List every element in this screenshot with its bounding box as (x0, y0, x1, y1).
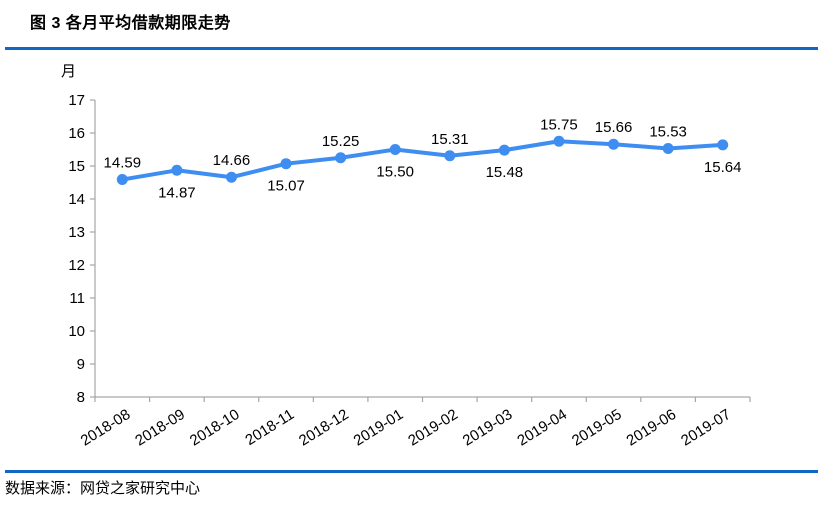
data-point-label: 14.87 (158, 184, 196, 201)
data-point (280, 158, 292, 170)
x-axis-category-label: 2019-04 (514, 406, 570, 450)
data-point-label: 15.53 (649, 124, 687, 141)
data-point-label: 15.50 (376, 164, 414, 181)
y-axis-tick-label: 17 (68, 92, 85, 109)
y-axis-tick-label: 16 (68, 125, 85, 142)
x-axis-category-label: 2019-03 (460, 406, 516, 450)
x-axis-category-label: 2019-01 (351, 406, 407, 450)
x-axis-category-label: 2018-08 (78, 406, 134, 450)
y-axis-tick-label: 11 (69, 290, 85, 307)
data-point (225, 171, 237, 183)
y-axis-unit-label: 月 (61, 63, 77, 80)
data-point (717, 139, 729, 151)
data-point (662, 143, 674, 155)
data-point-label: 14.66 (213, 152, 251, 169)
chart-title: 图 3 各月平均借款期限走势 (30, 15, 231, 32)
y-axis-tick-label: 12 (68, 257, 85, 274)
data-point-label: 14.59 (104, 155, 142, 172)
data-point (444, 150, 456, 162)
x-axis-category-label: 2018-11 (242, 406, 297, 449)
data-point (553, 135, 565, 147)
data-source: 数据来源：网贷之家研究中心 (5, 480, 201, 497)
data-point-label: 15.31 (431, 131, 469, 148)
y-axis-tick-label: 10 (68, 323, 85, 340)
data-point (608, 138, 620, 150)
data-point-label: 15.48 (486, 164, 524, 181)
data-point-label: 15.66 (595, 119, 633, 136)
data-point-label: 15.25 (322, 133, 360, 150)
data-point-label: 15.64 (704, 159, 742, 176)
trend-line (120, 139, 725, 182)
x-axis-category-label: 2019-02 (405, 406, 461, 450)
y-axis-tick-label: 15 (68, 158, 85, 175)
data-point-label: 15.07 (267, 178, 305, 195)
data-point (171, 164, 183, 176)
x-axis-category-label: 2019-06 (624, 406, 680, 450)
data-point (498, 144, 510, 156)
data-point-label: 15.75 (540, 116, 578, 133)
x-axis-category-label: 2019-05 (569, 406, 625, 450)
y-axis-tick-label: 13 (68, 224, 85, 241)
x-axis-category-label: 2018-09 (132, 406, 188, 450)
y-axis-tick-label: 9 (77, 356, 85, 373)
data-point (116, 174, 128, 186)
top-divider (5, 47, 818, 50)
x-axis-category-label: 2019-07 (678, 406, 734, 450)
bottom-divider (5, 470, 818, 473)
data-point (335, 152, 347, 164)
x-axis-category-label: 2018-10 (187, 406, 243, 450)
y-axis-tick-label: 8 (77, 389, 85, 406)
data-point (389, 144, 401, 155)
y-axis-tick-label: 14 (68, 191, 85, 208)
x-axis-category-label: 2018-12 (296, 406, 352, 450)
